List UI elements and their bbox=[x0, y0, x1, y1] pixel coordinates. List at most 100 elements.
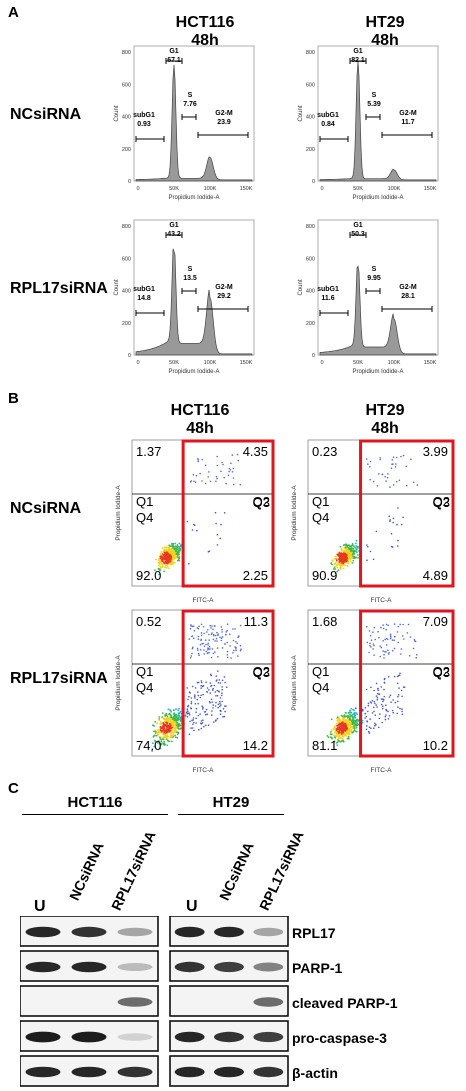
dot bbox=[332, 568, 335, 570]
dot bbox=[165, 735, 168, 737]
dot bbox=[390, 545, 393, 548]
dot bbox=[354, 720, 357, 723]
dot bbox=[160, 743, 163, 746]
dot bbox=[177, 713, 180, 716]
y-axis-label: Count bbox=[298, 105, 304, 121]
dot bbox=[349, 711, 351, 714]
dot bbox=[158, 562, 160, 564]
dot bbox=[172, 556, 174, 558]
dot bbox=[228, 467, 231, 470]
dot bbox=[163, 726, 166, 728]
gate-value-g2m: 11.7 bbox=[401, 119, 414, 126]
row-label-a-nc: NCsiRNA bbox=[10, 106, 82, 123]
dot bbox=[215, 475, 218, 478]
dot bbox=[337, 737, 340, 740]
x-tick-label: 150K bbox=[240, 360, 253, 366]
x-tick-label: 0 bbox=[136, 360, 139, 366]
dot bbox=[171, 723, 174, 725]
dot bbox=[390, 701, 392, 703]
dot bbox=[334, 565, 337, 568]
dot bbox=[217, 656, 219, 658]
row-label-b-rpl17: RPL17siRNA bbox=[10, 670, 108, 687]
dot bbox=[334, 568, 337, 570]
dot bbox=[356, 713, 359, 716]
dot bbox=[178, 722, 181, 725]
dot bbox=[355, 724, 358, 727]
y-tick-label: 800 bbox=[306, 50, 315, 56]
dot bbox=[397, 539, 399, 542]
dot bbox=[192, 637, 195, 640]
dot bbox=[347, 560, 350, 563]
cell-line-name: HCT116 bbox=[175, 14, 235, 31]
dot bbox=[375, 695, 378, 697]
dot bbox=[373, 626, 376, 629]
dot bbox=[209, 702, 211, 704]
dot bbox=[410, 458, 412, 461]
dot bbox=[178, 707, 181, 710]
dot bbox=[345, 558, 347, 561]
dot bbox=[197, 652, 200, 655]
dot bbox=[346, 730, 349, 733]
dot bbox=[160, 740, 163, 743]
dot bbox=[219, 537, 221, 540]
dot bbox=[368, 732, 371, 734]
dot bbox=[172, 544, 174, 547]
dot bbox=[352, 731, 354, 734]
dot bbox=[209, 480, 212, 483]
dot bbox=[161, 560, 164, 563]
dot bbox=[336, 722, 338, 725]
dot bbox=[352, 559, 355, 562]
dot bbox=[397, 694, 400, 696]
dot bbox=[202, 708, 204, 710]
dot bbox=[400, 523, 403, 526]
dot bbox=[388, 715, 391, 717]
dot bbox=[215, 675, 218, 677]
dot bbox=[225, 631, 227, 633]
band bbox=[174, 1031, 205, 1043]
dot bbox=[223, 512, 226, 514]
dot bbox=[216, 464, 219, 467]
dot bbox=[340, 727, 342, 730]
dot bbox=[335, 559, 338, 562]
x-tick-label: 50K bbox=[169, 186, 179, 192]
dot bbox=[348, 733, 351, 736]
dot bbox=[190, 700, 193, 703]
dot bbox=[333, 740, 336, 743]
dot bbox=[170, 734, 173, 737]
dot bbox=[232, 639, 235, 642]
dot-cloud bbox=[154, 453, 242, 576]
dot bbox=[171, 735, 173, 738]
dot bbox=[169, 549, 171, 552]
dot bbox=[167, 719, 170, 722]
dot bbox=[350, 728, 353, 731]
quadrant-label-q3: Q3 bbox=[253, 495, 270, 510]
dot bbox=[335, 734, 338, 737]
dot bbox=[165, 738, 168, 740]
dot bbox=[369, 550, 372, 553]
dot bbox=[166, 715, 169, 718]
dot bbox=[371, 712, 374, 714]
dot bbox=[353, 712, 355, 715]
dot bbox=[202, 719, 204, 721]
dot bbox=[205, 650, 207, 653]
dot bbox=[370, 702, 373, 704]
dot bbox=[191, 685, 194, 688]
dot bbox=[157, 733, 159, 736]
dot bbox=[343, 717, 346, 720]
dot bbox=[373, 706, 375, 709]
dot bbox=[207, 724, 210, 726]
dot bbox=[409, 636, 412, 638]
dot bbox=[365, 715, 368, 718]
dot bbox=[170, 551, 173, 554]
dot bbox=[406, 632, 409, 634]
dot bbox=[168, 557, 171, 560]
dot bbox=[162, 549, 165, 551]
dot bbox=[339, 554, 341, 557]
dot bbox=[350, 560, 352, 563]
dot bbox=[406, 484, 408, 487]
dot bbox=[168, 740, 171, 743]
dot bbox=[211, 714, 213, 716]
dot bbox=[392, 699, 394, 701]
dot bbox=[197, 649, 199, 651]
cell-line-name: HT29 bbox=[365, 14, 405, 31]
